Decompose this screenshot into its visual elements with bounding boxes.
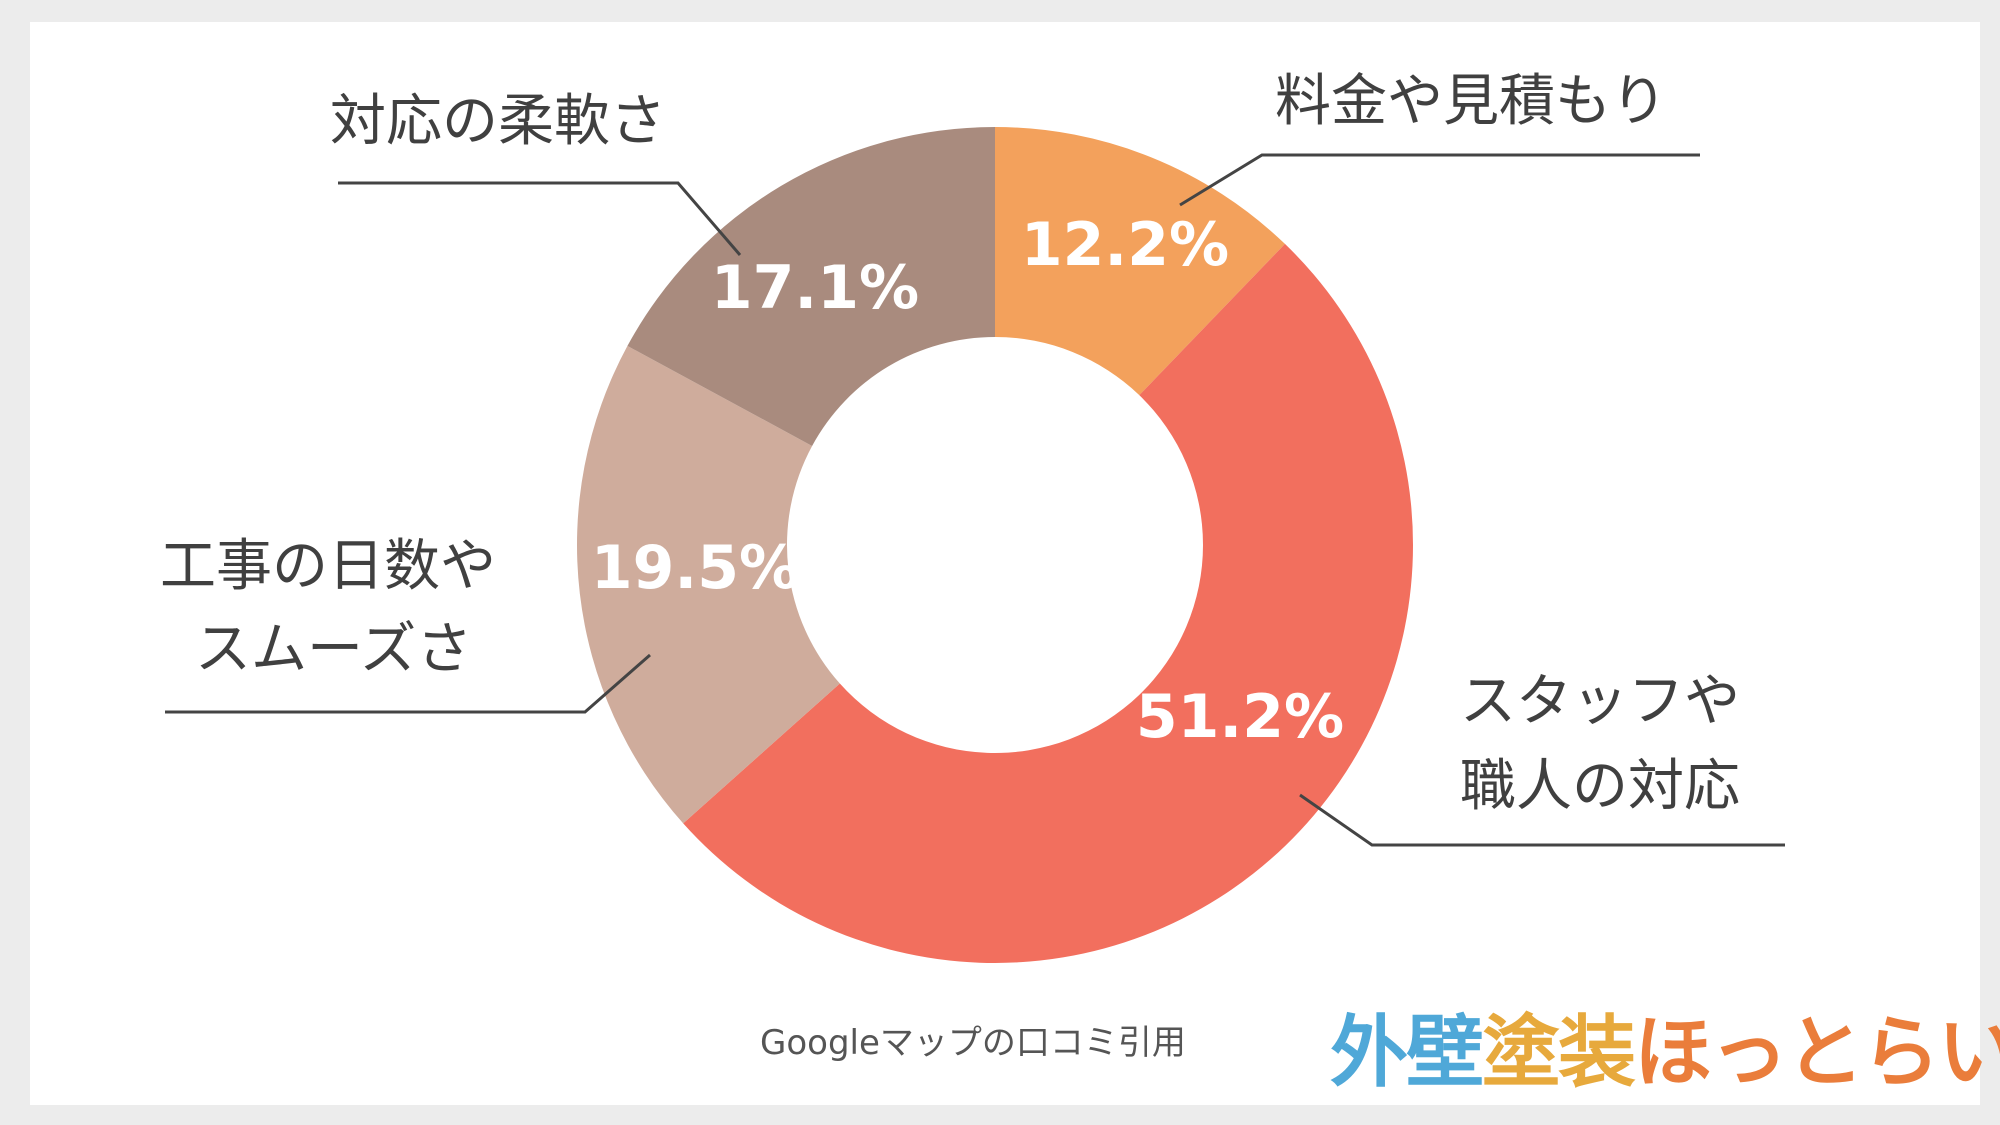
brand-logo: 外壁塗装ほっとらいん [1330, 990, 2000, 1102]
category-label-2-line-2: 職人の対応 [1460, 754, 1740, 819]
leader-line-4 [338, 181, 742, 256]
logo-text-part2: 塗装 [1482, 1008, 1636, 1098]
donut-slices [577, 127, 1414, 964]
category-label-3-line-1: 工事の日数や [160, 534, 496, 599]
logo-text-part3: ほっとらいん [1634, 1008, 2000, 1098]
donut-slice-1 [995, 127, 1285, 396]
leader-line-3 [165, 653, 651, 714]
percent-labels: 12.2% 51.2% 19.5% 17.1% [591, 210, 1344, 752]
category-label-3-line-2: スムーズさ [195, 617, 472, 682]
donut-slice-4 [627, 127, 995, 446]
percent-label-2: 51.2% [1136, 682, 1344, 752]
category-label-4: 対応の柔軟さ [330, 89, 666, 154]
leader-lines [165, 153, 1785, 847]
category-label-1: 料金や見積もり [1275, 69, 1667, 134]
leader-line-2 [1299, 793, 1785, 847]
leader-line-1 [1179, 153, 1700, 207]
category-label-2-line-1: スタッフや [1460, 669, 1740, 734]
percent-label-3: 19.5% [591, 533, 799, 603]
source-note: Googleマップの口コミ引用 [760, 1023, 1186, 1063]
logo-text-part1: 外壁 [1330, 1008, 1484, 1098]
donut-slice-3 [577, 345, 840, 824]
percent-label-1: 12.2% [1021, 210, 1229, 280]
percent-label-4: 17.1% [711, 253, 919, 323]
donut-slice-2 [683, 243, 1414, 964]
